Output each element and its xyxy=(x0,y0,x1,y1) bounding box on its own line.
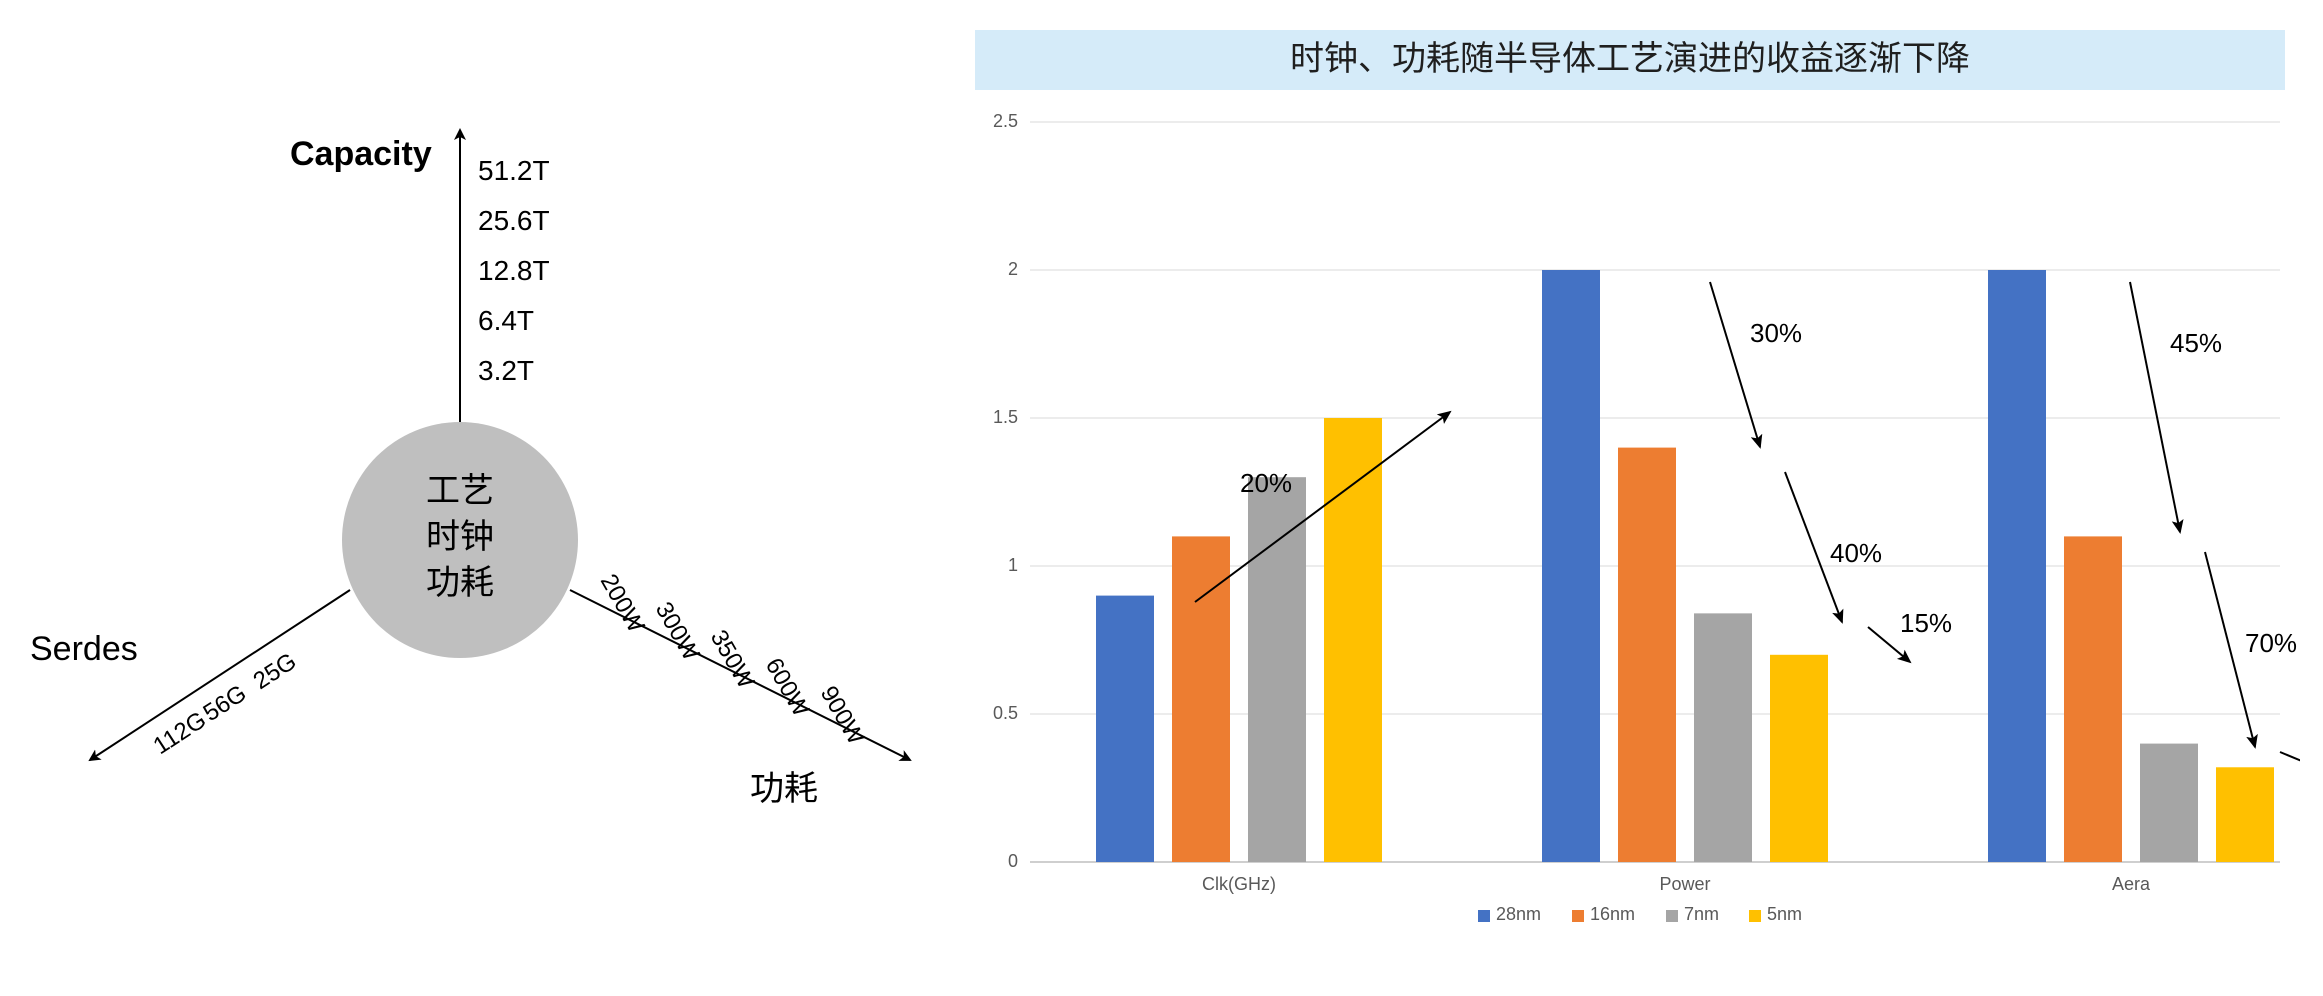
serdes-tick: 56G xyxy=(199,680,252,727)
y-tick-label: 1 xyxy=(1008,555,1018,575)
capacity-tick: 51.2T xyxy=(478,155,550,186)
power-tick: 350W xyxy=(705,626,760,694)
center-label-line: 时钟 xyxy=(426,519,494,556)
center-label-line: 功耗 xyxy=(426,565,494,602)
axis-label-power: 功耗 xyxy=(750,771,818,808)
capacity-tick: 3.2T xyxy=(478,355,534,386)
bar xyxy=(2064,536,2122,862)
bar xyxy=(1542,270,1600,862)
axis-line xyxy=(90,590,350,760)
annotation-label: 30% xyxy=(1750,318,1802,348)
bar xyxy=(1770,655,1828,862)
chart-title: 时钟、功耗随半导体工艺演进的收益逐渐下降 xyxy=(975,30,2285,90)
annotation-arrow xyxy=(1195,412,1450,602)
annotation-arrow xyxy=(1710,282,1760,447)
triaxial-diagram: 工艺时钟功耗 Capacity 51.2T 25.6T 12.8T 6.4T 3.2T Ser… xyxy=(30,80,1010,930)
triaxial-svg: 工艺时钟功耗 Capacity 51.2T 25.6T 12.8T 6.4T 3.2T Ser… xyxy=(30,80,1010,930)
power-tick: 200W xyxy=(595,570,650,638)
bar-chart-panel: 时钟、功耗随半导体工艺演进的收益逐渐下降 0 0.5 1 1.5 2 2.5 Clk(GHz… xyxy=(970,30,2300,970)
legend-label: 28nm xyxy=(1496,904,1541,924)
category-label: Clk(GHz) xyxy=(1202,874,1276,894)
category-label: Power xyxy=(1659,874,1710,894)
capacity-tick: 25.6T xyxy=(478,205,550,236)
power-tick: 600W xyxy=(760,654,815,722)
axis-label-serdes: Serdes xyxy=(30,630,138,668)
annotation-label: 40% xyxy=(1830,538,1882,568)
bar xyxy=(1694,613,1752,862)
legend-label: 5nm xyxy=(1767,904,1802,924)
bar xyxy=(1988,270,2046,862)
bar xyxy=(1248,477,1306,862)
bar xyxy=(1618,448,1676,862)
annotation-label: 20% xyxy=(1240,468,1292,498)
category-label: Aera xyxy=(2112,874,2151,894)
annotation-label: 15% xyxy=(1900,608,1952,638)
axis-label-capacity: Capacity xyxy=(290,135,432,173)
bar xyxy=(2140,744,2198,862)
legend-swatch xyxy=(1749,910,1761,922)
legend-swatch xyxy=(1478,910,1490,922)
bar xyxy=(1096,596,1154,862)
bar-chart-svg: 0 0.5 1 1.5 2 2.5 Clk(GHz) Power Aera 28nm 16nm 7nm… xyxy=(970,110,2300,940)
annotation-arrow xyxy=(2280,752,2300,772)
annotation-arrow xyxy=(2130,282,2180,532)
annotation-label: 45% xyxy=(2170,328,2222,358)
y-tick-label: 0 xyxy=(1008,851,1018,871)
bar xyxy=(2216,767,2274,862)
capacity-tick: 6.4T xyxy=(478,305,534,336)
capacity-tick: 12.8T xyxy=(478,255,550,286)
y-tick-label: 2.5 xyxy=(993,111,1018,131)
legend-swatch xyxy=(1572,910,1584,922)
center-label-line: 工艺 xyxy=(426,473,494,510)
serdes-tick: 25G xyxy=(249,648,302,695)
y-tick-label: 2 xyxy=(1008,259,1018,279)
legend-label: 7nm xyxy=(1684,904,1719,924)
y-tick-label: 1.5 xyxy=(993,407,1018,427)
y-tick-label: 0.5 xyxy=(993,703,1018,723)
bar xyxy=(1172,536,1230,862)
annotation-label: 70% xyxy=(2245,628,2297,658)
power-tick: 300W xyxy=(650,598,705,666)
legend-label: 16nm xyxy=(1590,904,1635,924)
legend-swatch xyxy=(1666,910,1678,922)
